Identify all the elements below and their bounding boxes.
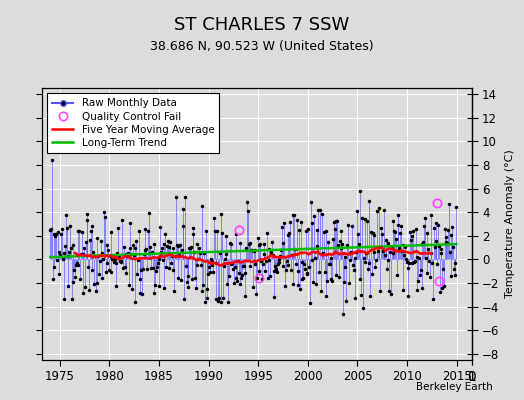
Legend: Raw Monthly Data, Quality Control Fail, Five Year Moving Average, Long-Term Tren: Raw Monthly Data, Quality Control Fail, …: [47, 93, 220, 153]
Text: Berkeley Earth: Berkeley Earth: [416, 382, 493, 392]
Text: ST CHARLES 7 SSW: ST CHARLES 7 SSW: [174, 16, 350, 34]
Text: 38.686 N, 90.523 W (United States): 38.686 N, 90.523 W (United States): [150, 40, 374, 53]
Y-axis label: Temperature Anomaly (°C): Temperature Anomaly (°C): [505, 150, 515, 298]
